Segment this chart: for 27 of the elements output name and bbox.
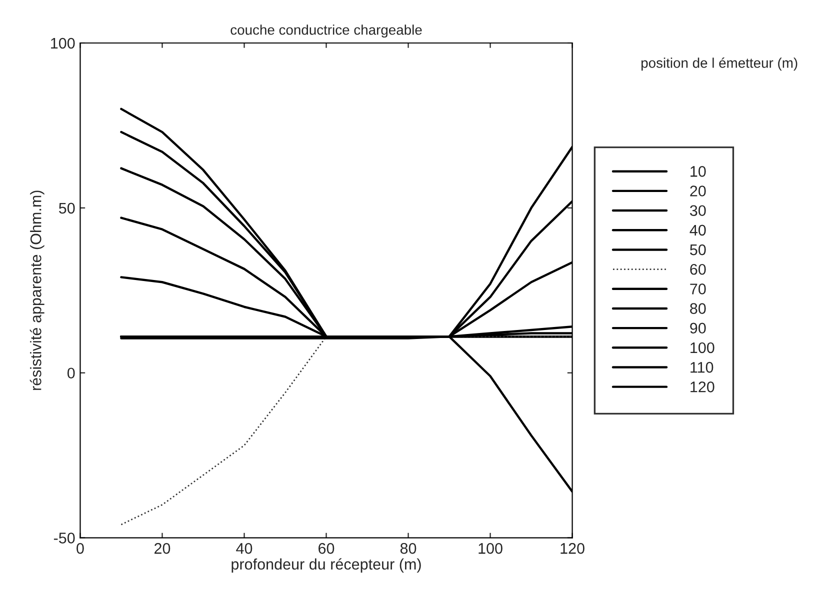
x-tick-label: 40 xyxy=(236,543,252,554)
legend-label: 90 xyxy=(690,322,706,334)
legend-label: 70 xyxy=(690,284,706,294)
x-tick-label: 0 xyxy=(76,543,84,554)
legend-label: 60 xyxy=(690,264,706,275)
y-axis-title: résistivité apparente (Ohm.m) xyxy=(30,190,44,390)
chart-title: couche conductrice chargeable xyxy=(230,24,422,38)
x-axis-title: profondeur du récepteur (m) xyxy=(232,558,421,573)
legend-label: 110 xyxy=(690,362,714,373)
legend-label: 80 xyxy=(690,303,706,314)
y-tick-label: -50 xyxy=(54,532,75,544)
x-tick-label: 60 xyxy=(318,543,334,554)
y-tick-label: 50 xyxy=(58,202,75,214)
legend-label: 40 xyxy=(690,224,706,236)
x-tick-label: 120 xyxy=(560,543,584,554)
x-tick-label: 20 xyxy=(154,543,170,554)
legend-label: 10 xyxy=(690,166,706,177)
legend-label: 30 xyxy=(690,205,706,216)
y-tick-label: 0 xyxy=(67,368,75,379)
legend-label: 120 xyxy=(690,382,714,392)
legend-label: 50 xyxy=(690,244,706,256)
x-tick-label: 100 xyxy=(478,543,502,554)
x-tick-label: 80 xyxy=(400,543,416,554)
legend-label: 20 xyxy=(690,186,706,196)
legend-title: position de l émetteur (m) xyxy=(641,58,798,71)
legend-label: 100 xyxy=(690,342,714,354)
y-tick-label: 100 xyxy=(51,38,75,49)
